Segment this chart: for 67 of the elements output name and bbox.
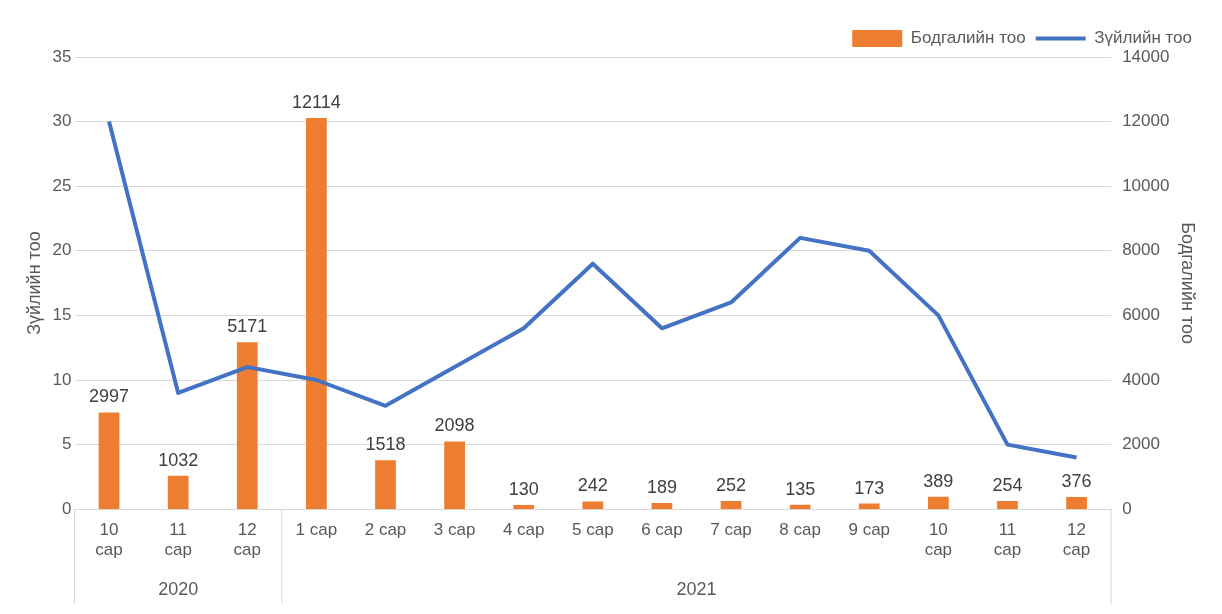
bar	[1066, 497, 1087, 510]
bar	[720, 501, 742, 510]
y2-axis-title: Бодгалийн тоо	[1178, 222, 1199, 344]
data-label: 1032	[158, 449, 199, 470]
bar	[582, 501, 604, 510]
data-label: 135	[785, 478, 816, 499]
bar	[167, 475, 189, 510]
y-tick-label: 30	[52, 111, 72, 131]
y2-tick-label: 8000	[1122, 240, 1160, 260]
data-label: 242	[577, 475, 608, 496]
legend-label: Зүйлийн тоо	[1094, 28, 1193, 48]
x-tick-label: 4 сар	[502, 520, 545, 540]
x-tick-label: 6 сар	[641, 520, 683, 540]
data-label: 389	[923, 470, 954, 491]
bar	[98, 412, 120, 510]
y2-tick-label: 14000	[1122, 46, 1170, 66]
y-tick-label: 5	[62, 434, 72, 454]
x-tick-label: 11 сар	[993, 520, 1022, 560]
y2-tick-label: 6000	[1122, 305, 1160, 325]
bar	[927, 496, 949, 510]
x-tick-label: 3 сар	[433, 520, 476, 540]
x-tick-label: 12 сар	[1062, 520, 1091, 560]
x-tick-label: 9 сар	[848, 520, 891, 540]
data-label: 173	[854, 477, 885, 498]
text: 2021	[676, 578, 717, 599]
x-tick-label: 7 сар	[710, 520, 752, 540]
bar	[997, 501, 1018, 510]
x-tick-label: 1 сар	[295, 520, 338, 540]
text: 2020	[158, 578, 199, 599]
bar	[444, 441, 465, 510]
y2-tick-label: 0	[1122, 498, 1132, 518]
x-tick-label: 11 сар	[164, 520, 192, 560]
y2-tick-label: 10000	[1122, 175, 1170, 195]
data-label: 130	[508, 478, 539, 499]
y-axis-title: Зүйлийн тоо	[23, 231, 44, 335]
data-label: 254	[992, 474, 1023, 495]
bar	[306, 117, 327, 510]
y-tick-label: 25	[52, 175, 72, 195]
bar	[858, 503, 880, 510]
x-tick-label: 8 сар	[779, 520, 821, 540]
y-tick-label: 20	[52, 240, 72, 260]
bar	[789, 504, 811, 510]
data-label: 2997	[89, 386, 130, 407]
data-label: 2098	[434, 415, 475, 436]
bar	[651, 503, 673, 510]
x-tick-label: 10 сар	[924, 520, 953, 560]
y-tick-label: 0	[62, 498, 72, 518]
y-tick-label: 10	[52, 369, 72, 389]
y-tick-label: 35	[52, 46, 72, 66]
y-tick-label: 15	[52, 305, 72, 325]
bar	[513, 505, 535, 510]
data-label: 12114	[292, 91, 341, 112]
x-tick-label: 2 сар	[364, 520, 407, 540]
legend-label: Бодгалийн тоо	[910, 28, 1026, 48]
data-label: 1518	[365, 434, 406, 455]
x-tick-label: 12 сар	[233, 520, 261, 560]
y2-tick-label: 12000	[1122, 111, 1170, 131]
data-label: 5171	[227, 316, 268, 337]
bar	[236, 342, 258, 510]
data-label: 189	[646, 477, 677, 498]
y2-tick-label: 2000	[1122, 434, 1160, 454]
x-tick-label: 5 сар	[572, 520, 614, 540]
bar	[375, 460, 396, 510]
x-tick-label: 10 сар	[95, 520, 123, 560]
data-label: 376	[1061, 471, 1092, 492]
y2-tick-label: 4000	[1122, 369, 1160, 389]
data-label: 252	[716, 475, 747, 496]
